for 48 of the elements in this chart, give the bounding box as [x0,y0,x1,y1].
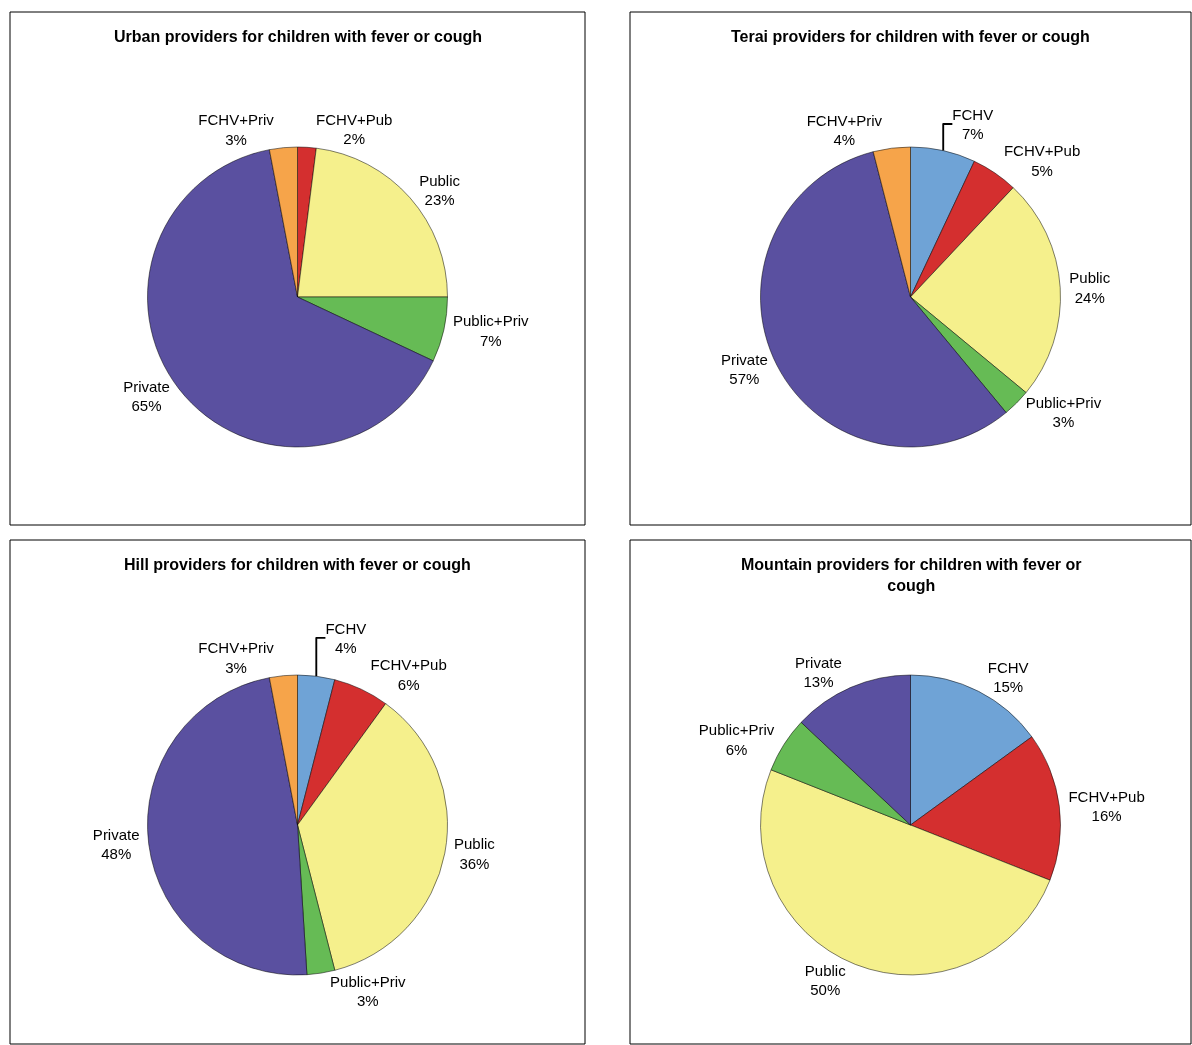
data-label: 15% [993,678,1024,696]
data-label: 23% [424,191,455,209]
data-label: 57% [729,370,760,388]
data-label: 13% [803,673,834,691]
slice-label: FCHV [952,105,994,123]
chart-title: Urban providers for children with fever or cough [114,28,483,45]
data-label: 50% [810,981,841,999]
data-label: 5% [1031,161,1053,179]
data-label: 4% [833,131,856,149]
data-label: 7% [479,331,502,349]
slice-label: FCHV [325,619,367,637]
data-label: 6% [725,740,748,758]
slice-label: Private [92,825,140,843]
data-label: 3% [225,130,247,148]
chart-title: Hill providers for children with fever or cough [124,556,471,573]
slice-label: Public [453,835,496,853]
slice-label: Public [419,171,461,189]
data-label: 3% [356,992,379,1010]
slice-label: Private [123,377,170,395]
chart-title: Mountain providers for children with fever or cough [741,556,1082,594]
slice-label: FCHV+Priv [198,111,275,129]
slice-label: Private [721,350,768,368]
data-label: 3% [225,658,247,676]
slice-label: FCHV+Priv [198,639,275,657]
slice-label: Public [804,961,847,979]
slice-label: Public+Priv [698,721,775,739]
slice-label: Public [1069,269,1111,287]
data-label: 48% [101,845,132,863]
slice-label: FCHV+Pub [1003,142,1081,160]
chart-title: Terai providers for children with fever or cough [731,28,1090,45]
data-label: 16% [1091,807,1122,825]
data-label: 4% [335,639,357,657]
slice-label: Public+Priv [453,312,529,330]
data-label: 3% [1052,413,1075,431]
data-label: 7% [961,125,984,143]
slice-label: FCHV+Pub [1068,787,1145,805]
slice-label: Public+Priv [1025,393,1102,411]
data-label: 36% [459,855,490,872]
slice-label: Private [795,653,842,671]
slice-label: FCHV+Pub [316,110,393,128]
slice-label: FCHV+Priv [806,111,883,129]
slice-label: FCHV [987,658,1029,676]
data-label: 24% [1074,288,1105,306]
slice-label: Public+Priv [330,972,407,990]
data-label: 2% [343,130,366,148]
data-label: 6% [397,675,420,693]
data-label: 65% [131,397,162,415]
slice-label: FCHV+Pub [370,656,447,674]
